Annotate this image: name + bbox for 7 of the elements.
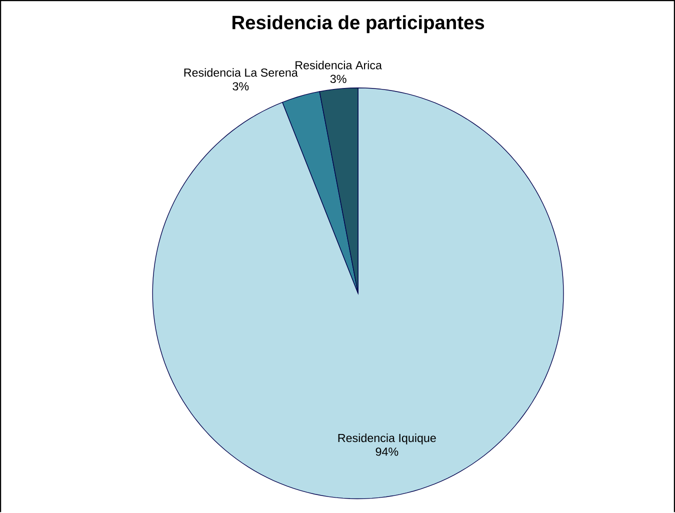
slice-label: Residencia La Serena [184,68,298,77]
data-label: 94% [376,448,398,456]
data-label: 3% [232,82,249,91]
data-label: 3% [330,74,346,84]
slice-label: Residencia Arica [296,60,382,70]
slice-label: Residencia Iquique [338,434,436,445]
chart-title: Residencia de participantes [232,15,484,34]
